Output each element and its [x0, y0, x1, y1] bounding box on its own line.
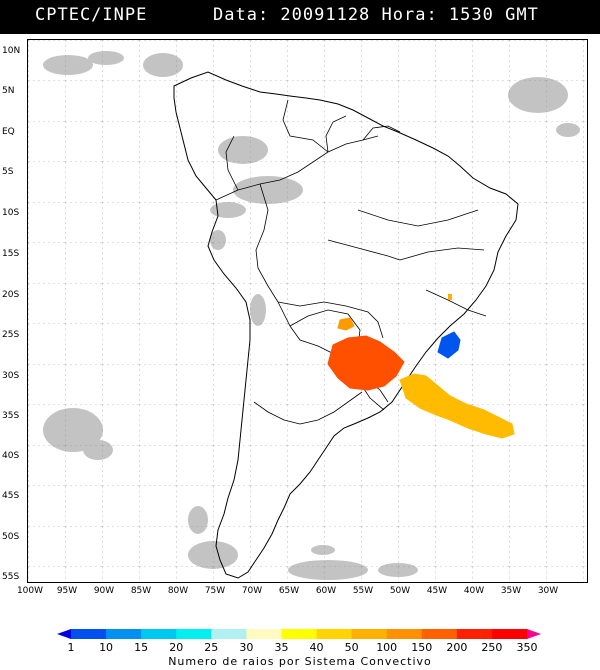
southern-brazil-uruguay-system: [327, 335, 405, 391]
legend-value: 1: [67, 641, 75, 654]
map-svg: [28, 40, 587, 582]
lat-label: 25S: [2, 330, 20, 340]
lon-label: 75W: [204, 586, 226, 596]
lat-label: 10S: [2, 208, 20, 218]
lon-label: 95W: [56, 586, 78, 596]
lat-label: 5S: [2, 167, 14, 177]
lat-label: 35S: [2, 411, 20, 421]
legend-values: 1 10 15 20 25 30 35 40 50 100 150 200 250 350: [0, 641, 600, 654]
sao-paulo-coast-system: [437, 331, 461, 359]
legend-swatch: [211, 629, 247, 639]
legend-value: 200: [446, 641, 468, 654]
paraguay-small-system: [337, 317, 355, 331]
legend-swatch: [527, 629, 541, 639]
legend-swatch: [456, 629, 493, 639]
legend-swatch: [71, 629, 107, 639]
lon-label: 60W: [315, 586, 337, 596]
lat-label: 30S: [2, 371, 20, 381]
legend-swatch: [281, 629, 318, 639]
lon-label: 35W: [500, 586, 522, 596]
legend-value: 10: [99, 641, 114, 654]
legend-caption: Numero de raios por Sistema Convectivo: [168, 655, 432, 668]
lon-label: 55W: [352, 586, 374, 596]
source-label: CPTEC/INPE: [35, 5, 148, 25]
lon-label: 90W: [93, 586, 115, 596]
legend-value: 100: [376, 641, 398, 654]
lon-label: 65W: [278, 586, 300, 596]
legend-value: 250: [481, 641, 503, 654]
lat-label: 20S: [2, 290, 20, 300]
lat-label: EQ: [2, 127, 15, 137]
legend-swatch: [57, 629, 71, 639]
legend-value: 35: [274, 641, 289, 654]
lat-label: 10N: [2, 46, 21, 56]
convective-systems: [327, 294, 515, 439]
legend-swatch: [141, 629, 177, 639]
legend-colorbar: [57, 629, 541, 639]
legend-swatch: [351, 629, 388, 639]
legend-value: 20: [169, 641, 184, 654]
legend-swatch: [246, 629, 282, 639]
datetime-label: Data: 20091128 Hora: 1530 GMT: [213, 5, 539, 25]
lon-label: 70W: [241, 586, 263, 596]
minas-small-system: [448, 294, 452, 300]
lon-label: 100W: [16, 586, 44, 596]
lat-label: 45S: [2, 491, 20, 501]
legend-value: 50: [344, 641, 359, 654]
south-america-outline: [173, 71, 519, 579]
lat-label: 15S: [2, 249, 20, 259]
lat-label: 50S: [2, 532, 20, 542]
legend-value: 30: [239, 641, 254, 654]
lat-label: 40S: [2, 451, 20, 461]
legend-swatch: [421, 629, 458, 639]
legend-value: 150: [411, 641, 433, 654]
lon-label: 50W: [389, 586, 411, 596]
legend-swatch: [106, 629, 142, 639]
country-borders: [215, 99, 487, 425]
lon-label: 85W: [130, 586, 152, 596]
legend-value: 350: [516, 641, 538, 654]
legend-swatch: [491, 629, 528, 639]
map-panel: [27, 39, 588, 583]
title-bar: CPTEC/INPE Data: 20091128 Hora: 1530 GMT: [0, 0, 600, 34]
lat-label: 55S: [2, 572, 20, 582]
atlantic-offshore-system: [399, 373, 515, 439]
lon-label: 30W: [537, 586, 559, 596]
lat-label: 5N: [2, 86, 15, 96]
lon-label: 45W: [426, 586, 448, 596]
legend-swatch: [316, 629, 353, 639]
legend-value: 40: [309, 641, 324, 654]
legend-swatch: [176, 629, 212, 639]
legend-value: 15: [134, 641, 149, 654]
lon-label: 40W: [463, 586, 485, 596]
grid-lines: [28, 40, 587, 582]
lon-label: 80W: [167, 586, 189, 596]
legend-swatch: [386, 629, 423, 639]
legend-value: 25: [204, 641, 219, 654]
